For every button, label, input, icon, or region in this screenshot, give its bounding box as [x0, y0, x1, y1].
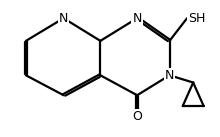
- Text: O: O: [132, 110, 142, 123]
- Text: N: N: [59, 12, 68, 25]
- Text: N: N: [165, 69, 174, 82]
- Text: SH: SH: [188, 12, 206, 25]
- Text: N: N: [132, 12, 142, 25]
